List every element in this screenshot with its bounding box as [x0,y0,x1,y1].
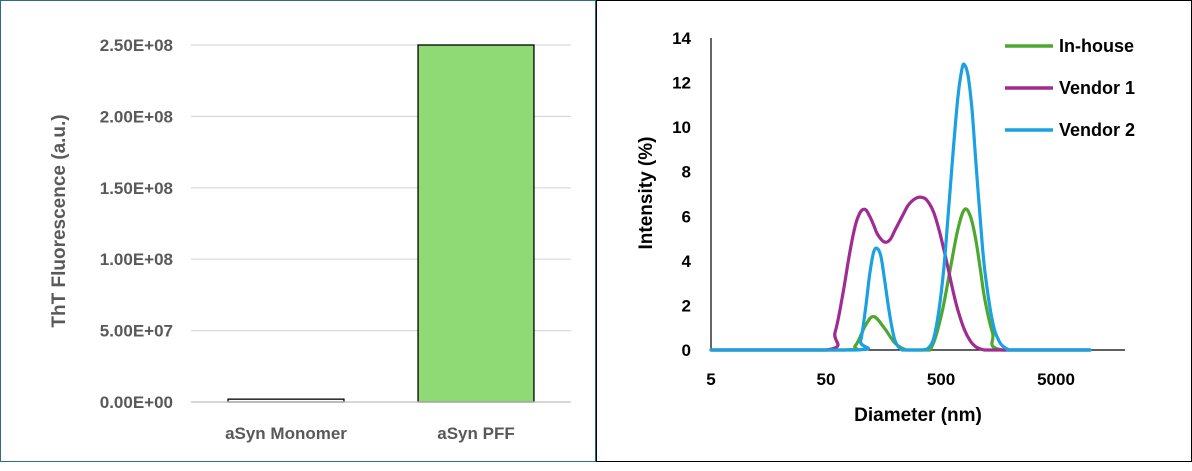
bar-x-tick-label: aSyn PFF [437,424,514,443]
bar-y-tick-label: 2.50E+08 [100,36,173,55]
line-series-in-house [709,207,1092,352]
line-x-tick-label: 5000 [1037,370,1075,389]
bar-y-tick-label: 5.00E+07 [100,322,173,341]
line-x-tick-label: 500 [927,370,955,389]
line-x-tick-label: 5 [706,370,715,389]
bar-y-axis-title: ThT Fluorescence (a.u.) [49,114,70,327]
line-y-tick-label: 6 [682,207,691,226]
line-chart-panel: 0 2 4 6 8 10 12 14 5 50 500 5000 In-house Vendor 1 V… [596,0,1192,462]
line-x-tick-label: 50 [817,370,836,389]
line-y-tick-label: 12 [672,74,691,93]
legend-label: Vendor 1 [1059,78,1135,98]
bar-chart-panel: 0.00E+00 5.00E+07 1.00E+08 1.50E+08 2.00E+08… [0,0,596,462]
line-y-tick-label: 0 [682,341,691,360]
legend-label: In-house [1059,36,1134,56]
line-chart: 0 2 4 6 8 10 12 14 5 50 500 5000 In-house Vendor 1 V… [636,29,1135,426]
bar-asyn-pff [417,44,535,403]
line-series-vendor-2 [709,62,1092,352]
line-y-tick-label: 2 [682,296,691,315]
legend-label: Vendor 2 [1059,120,1135,140]
line-y-tick-label: 14 [672,29,691,48]
line-y-axis-title: Intensity (%) [636,137,657,250]
line-y-tick-label: 8 [682,163,691,182]
bar-y-tick-label: 1.50E+08 [100,179,173,198]
line-y-tick-label: 4 [682,252,692,271]
line-y-tick-label: 10 [672,118,691,137]
bar-chart: 0.00E+00 5.00E+07 1.00E+08 1.50E+08 2.00E+08… [49,36,571,443]
line-x-axis-title: Diameter (nm) [854,405,982,426]
bar-y-tick-label: 0.00E+00 [100,393,173,412]
bar-y-tick-label: 2.00E+08 [100,107,173,126]
bar-x-tick-label: aSyn Monomer [225,424,347,443]
bar-y-tick-label: 1.00E+08 [100,250,173,269]
line-series-vendor-1 [709,195,1092,352]
